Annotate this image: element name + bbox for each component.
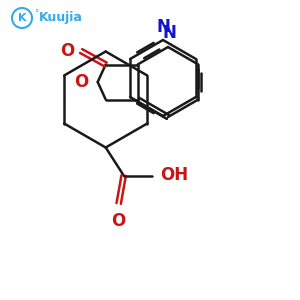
Text: O: O bbox=[74, 73, 89, 91]
Text: K: K bbox=[18, 13, 26, 23]
Text: N: N bbox=[162, 24, 176, 42]
Text: OH: OH bbox=[160, 167, 188, 184]
Text: °: ° bbox=[34, 10, 38, 19]
Text: Kuujia: Kuujia bbox=[39, 11, 83, 25]
Text: N: N bbox=[156, 18, 170, 36]
Text: O: O bbox=[112, 212, 126, 230]
Text: O: O bbox=[60, 42, 74, 60]
